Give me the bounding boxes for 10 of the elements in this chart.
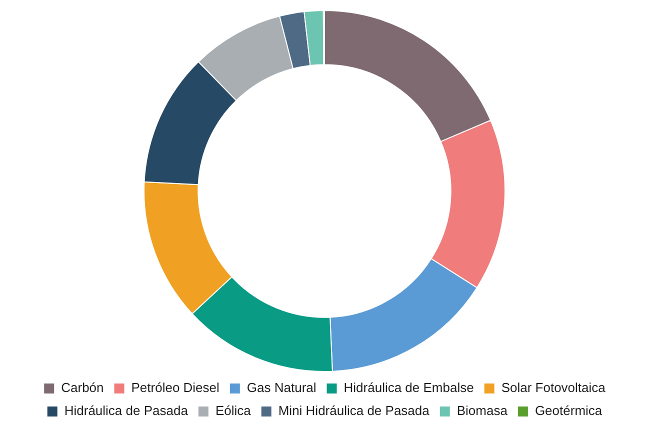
- legend-label: Petróleo Diesel: [131, 380, 220, 396]
- legend-label: Carbón: [61, 380, 104, 396]
- legend-label: Solar Fotovoltaica: [501, 380, 606, 396]
- legend-label: Biomasa: [456, 403, 508, 418]
- legend-label: Gas Natural: [246, 380, 316, 396]
- legend-label: Geotérmica: [534, 403, 603, 418]
- legend-label: Mini Hidráulica de Pasada: [278, 403, 430, 418]
- legend-label: Eólica: [215, 403, 252, 418]
- legend-label: Hidráulica de Pasada: [64, 403, 189, 418]
- legend-label: Hidráulica de Embalse: [344, 380, 474, 396]
